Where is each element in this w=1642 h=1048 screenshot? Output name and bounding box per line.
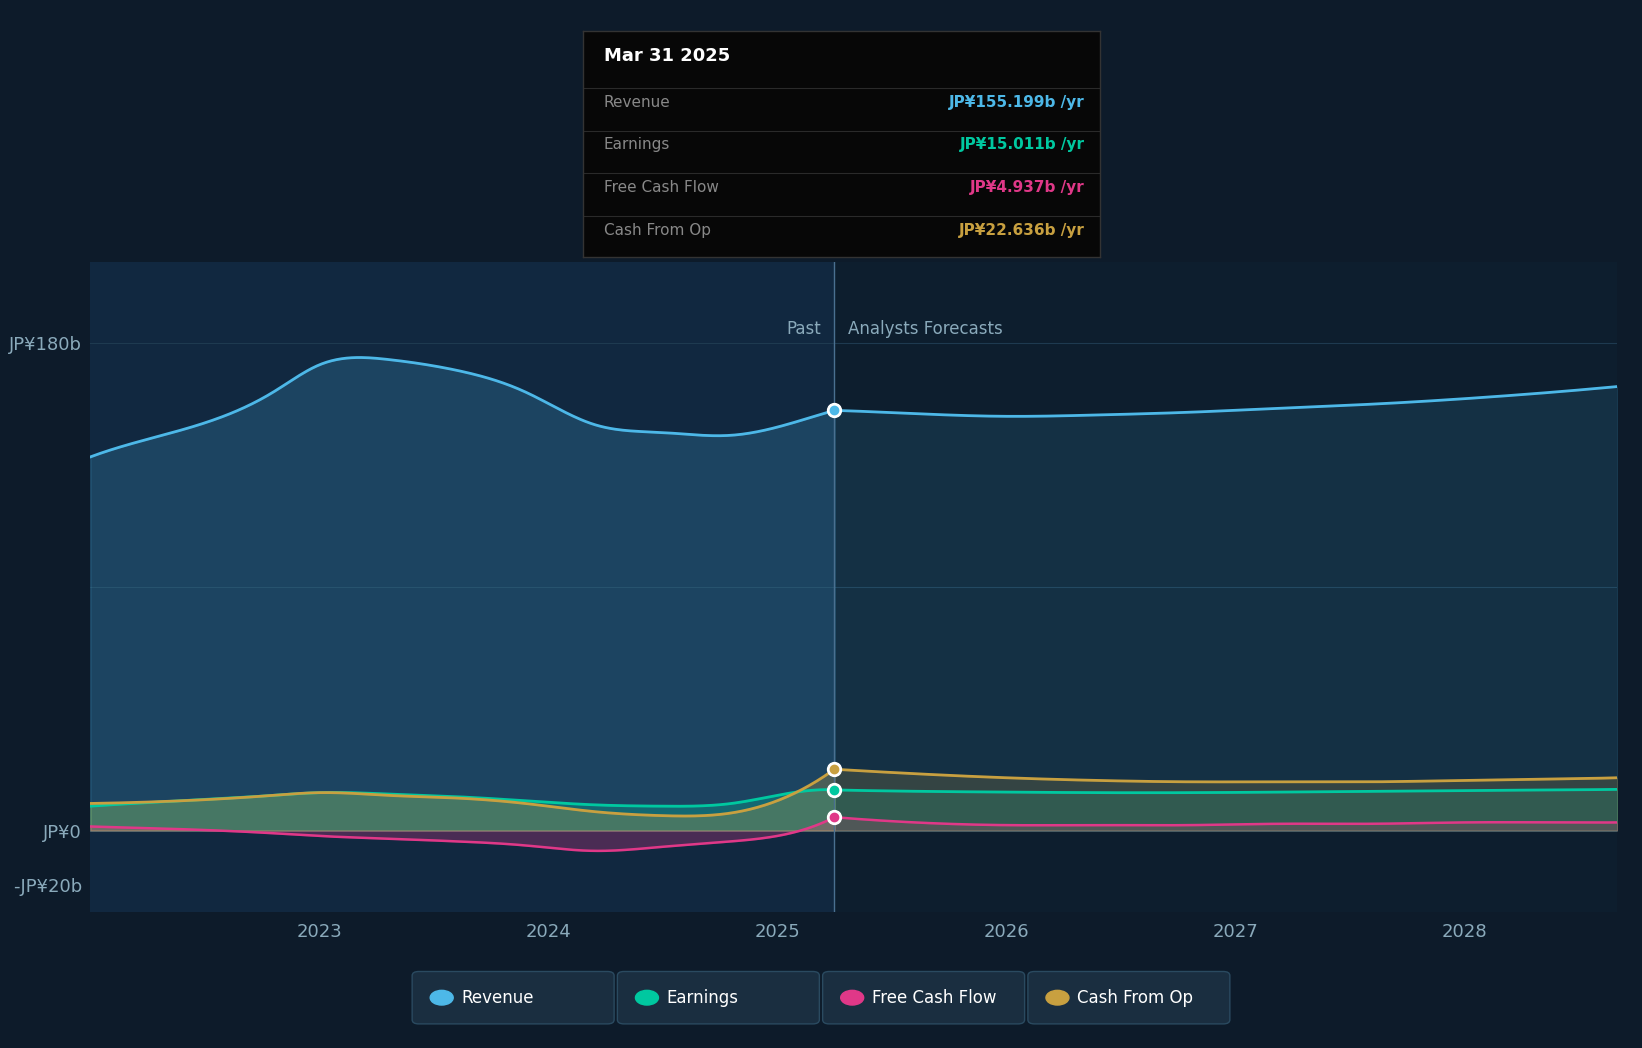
Text: Earnings: Earnings	[667, 988, 739, 1007]
Text: JP¥4.937b /yr: JP¥4.937b /yr	[970, 180, 1085, 195]
Text: JP¥22.636b /yr: JP¥22.636b /yr	[959, 223, 1085, 238]
Text: Cash From Op: Cash From Op	[604, 223, 711, 238]
Text: Free Cash Flow: Free Cash Flow	[604, 180, 719, 195]
Bar	[834, 262, 1617, 912]
Text: Revenue: Revenue	[461, 988, 534, 1007]
Text: JP¥155.199b /yr: JP¥155.199b /yr	[949, 94, 1085, 110]
Text: Revenue: Revenue	[604, 94, 670, 110]
Text: Analysts Forecasts: Analysts Forecasts	[849, 320, 1003, 337]
Text: Cash From Op: Cash From Op	[1077, 988, 1194, 1007]
Text: Free Cash Flow: Free Cash Flow	[872, 988, 997, 1007]
Text: Mar 31 2025: Mar 31 2025	[604, 47, 729, 65]
Text: JP¥15.011b /yr: JP¥15.011b /yr	[959, 137, 1085, 152]
Bar	[90, 262, 834, 912]
Text: Earnings: Earnings	[604, 137, 670, 152]
Text: Past: Past	[787, 320, 821, 337]
